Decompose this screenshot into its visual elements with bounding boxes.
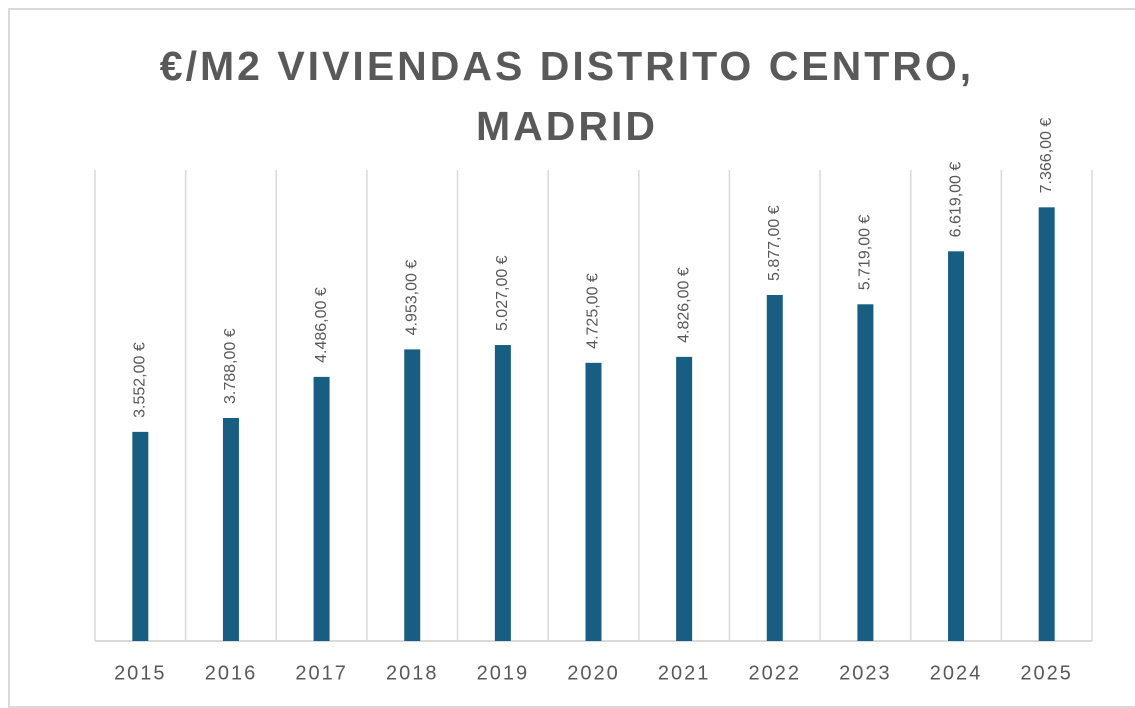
value-label: 4.725,00 €	[585, 273, 602, 349]
x-tick-label: 2024	[930, 662, 983, 684]
bar	[404, 349, 421, 641]
bar	[948, 251, 965, 641]
bar	[313, 376, 330, 641]
x-tick-label: 2019	[477, 662, 530, 684]
x-tick-label: 2016	[205, 662, 258, 684]
bar	[585, 362, 602, 641]
value-label: 5.027,00 €	[494, 255, 511, 331]
bar	[132, 431, 149, 641]
x-tick-label: 2022	[749, 662, 802, 684]
value-label: 3.552,00 €	[132, 342, 149, 418]
x-tick-label: 2023	[839, 662, 892, 684]
chart-title: €/M2 VIVIENDAS DISTRITO CENTRO, MADRID	[159, 43, 975, 149]
x-tick-label: 2015	[114, 662, 167, 684]
value-label: 4.953,00 €	[403, 260, 420, 336]
chart: 2015 3.552,00 € 2016 3.788,00 € 2017 4.486,00…	[94, 118, 1093, 684]
bar	[1038, 207, 1055, 641]
bar	[676, 356, 693, 641]
value-label: 5.877,00 €	[766, 205, 783, 281]
page: €/M2 VIVIENDAS DISTRITO CENTRO, MADRID 2…	[8, 8, 1135, 708]
value-label: 3.788,00 €	[222, 328, 239, 404]
value-label: 4.826,00 €	[675, 267, 692, 343]
bar	[766, 294, 783, 641]
bar	[857, 304, 874, 641]
x-tick-label: 2021	[658, 662, 711, 684]
x-tick-label: 2025	[1020, 662, 1073, 684]
value-label: 7.366,00 €	[1038, 118, 1055, 194]
value-label: 5.719,00 €	[857, 215, 874, 291]
x-tick-label: 2020	[567, 662, 620, 684]
bar	[222, 417, 239, 641]
value-label: 4.486,00 €	[313, 287, 330, 363]
bar	[494, 345, 511, 641]
x-tick-label: 2017	[295, 662, 348, 684]
x-tick-label: 2018	[386, 662, 439, 684]
value-label: 6.619,00 €	[947, 162, 964, 238]
